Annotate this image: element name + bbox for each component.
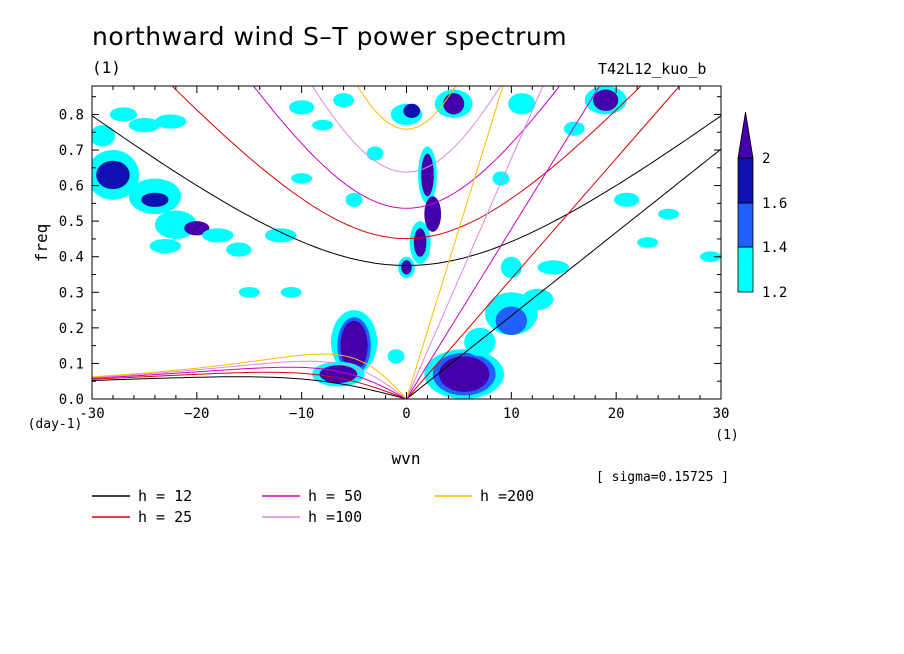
power-contour: [443, 93, 465, 115]
power-contour: [500, 256, 522, 279]
x-axis-label: wvn: [392, 449, 421, 468]
power-contour: [312, 119, 334, 131]
y-tick-label: 0.5: [59, 214, 84, 230]
y-tick-label: 0.3: [59, 285, 84, 301]
power-contour: [593, 89, 619, 111]
kelvin-curve-h50: [406, 86, 601, 399]
power-contour: [333, 93, 355, 108]
power-contour: [238, 286, 260, 298]
power-contour: [109, 107, 138, 122]
y-tick-label: 0.4: [59, 250, 84, 266]
power-contour: [149, 238, 182, 254]
rossby-curve-h25: [92, 371, 407, 399]
power-contour: [264, 228, 297, 243]
plot-frame: [91, 85, 722, 400]
colorbar-label: 1.2: [762, 285, 787, 301]
colorbar-label: 1.6: [762, 196, 787, 212]
power-contour: [438, 356, 490, 392]
colorbar-extension: [737, 111, 754, 159]
power-contour: [128, 118, 161, 133]
legend-label: h = 50: [308, 487, 362, 505]
kelvin-curve-h200: [406, 86, 504, 399]
inertia-gravity-curve-h100: [311, 86, 502, 173]
power-contour: [291, 173, 313, 184]
y-tick-label: 0.6: [59, 179, 84, 195]
power-contour: [366, 146, 384, 161]
power-contour: [226, 242, 252, 257]
inertia-gravity-curve-h25: [171, 86, 642, 240]
inertia-gravity-curve-h12: [92, 115, 721, 267]
power-contour: [700, 251, 721, 263]
x-tick-label: −10: [289, 406, 314, 422]
rossby-curve-h12: [92, 376, 407, 399]
y-axis-unit: (day-1): [28, 417, 83, 432]
power-contour: [345, 192, 363, 207]
sigma-note: [ sigma=0.15725 ]: [596, 470, 730, 485]
power-contour: [387, 349, 405, 364]
colorbar-label: 1.4: [762, 240, 787, 256]
x-axis-unit: (1): [715, 428, 738, 443]
legend-label: h = 25: [138, 508, 192, 526]
y-axis-label: freq: [32, 224, 51, 263]
power-contour: [340, 320, 368, 371]
legend-label: h =200: [480, 487, 534, 505]
kelvin-curve-h25: [406, 86, 681, 399]
power-contour: [637, 237, 659, 248]
power-contours: [92, 86, 721, 399]
power-contour: [658, 208, 680, 220]
power-contour: [614, 192, 640, 207]
power-contour: [403, 103, 421, 119]
experiment-label: T42L12_kuo_b: [598, 60, 707, 78]
x-tick-label: 20: [608, 406, 625, 422]
kelvin-curve-h100: [406, 86, 544, 399]
y-tick-label: 0.1: [59, 356, 84, 372]
colorbar-label: 2: [762, 151, 770, 167]
x-tick-label: 30: [713, 406, 730, 422]
power-contour: [492, 171, 510, 186]
colorbar-segment: [737, 157, 754, 204]
power-contour: [202, 228, 234, 243]
chart-subtitle-units: (1): [92, 58, 121, 77]
y-tick-label: 0.2: [59, 321, 84, 337]
power-contour: [141, 192, 169, 207]
power-contour: [280, 286, 302, 298]
y-tick-label: 0.7: [59, 143, 84, 159]
inertia-gravity-curve-h50: [252, 86, 561, 209]
dispersion-curves: [92, 86, 721, 399]
power-contour: [92, 125, 116, 147]
power-contour: [563, 121, 585, 136]
power-contour: [508, 93, 536, 115]
axis-ticks: [91, 86, 722, 400]
kelvin-curve-h12: [406, 148, 721, 399]
x-tick-label: -30: [79, 406, 104, 422]
legend: h = 12 h = 25 h = 50 h =100 h =200: [92, 487, 534, 526]
colorbar-segment: [737, 246, 754, 293]
power-contour: [401, 260, 412, 275]
y-tick-label: 0.0: [59, 392, 84, 408]
power-contour: [289, 100, 315, 115]
power-contour: [495, 306, 528, 335]
colorbar: 1.2 1.4 1.6 2: [737, 111, 787, 301]
chart-title: northward wind S–T power spectrum: [92, 22, 568, 51]
rossby-curve-h200: [92, 353, 407, 399]
colorbar-segment: [737, 202, 754, 248]
axis-tick-labels: -30 −20 −10 0 10 20 30 0.0 0.1 0.2 0.3 0.4 0.5 0.6 0.7…: [59, 107, 730, 422]
rossby-curve-h100: [92, 360, 407, 399]
legend-label: h =100: [308, 508, 362, 526]
power-contour: [154, 114, 187, 129]
x-tick-label: −20: [184, 406, 209, 422]
inertia-gravity-curve-h200: [357, 86, 456, 130]
power-contour: [184, 221, 210, 236]
x-tick-label: 10: [503, 406, 520, 422]
power-contour: [413, 228, 427, 257]
legend-label: h = 12: [138, 487, 192, 505]
power-contour: [96, 160, 130, 190]
power-contour: [537, 260, 569, 275]
power-contour: [521, 288, 554, 311]
rossby-curve-h50: [92, 366, 407, 399]
y-tick-label: 0.8: [59, 107, 84, 123]
power-contour: [421, 153, 434, 197]
x-tick-label: 0: [402, 406, 410, 422]
